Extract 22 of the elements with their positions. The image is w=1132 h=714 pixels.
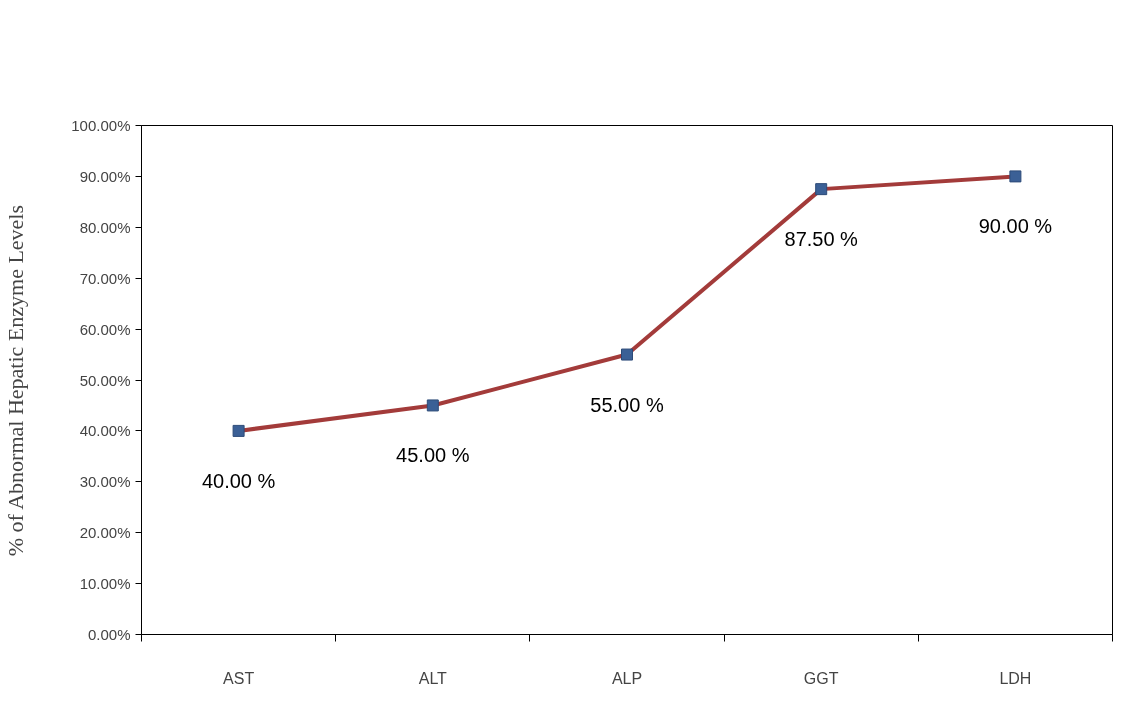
y-tick-label: 80.00%	[79, 218, 131, 236]
data-label: 87.50 %	[784, 228, 859, 251]
x-tick-label: ALP	[611, 669, 643, 687]
y-tick-label: 20.00%	[79, 524, 131, 542]
data-label: 55.00 %	[590, 393, 664, 416]
y-tick-label: 60.00%	[79, 320, 131, 338]
y-tick-label: 0.00%	[87, 626, 131, 643]
y-tick-label: 90.00%	[79, 167, 131, 185]
x-tick-label: GGT	[803, 669, 839, 687]
y-tick-label: 100.00%	[71, 117, 131, 134]
y-tick-label: 70.00%	[79, 269, 131, 287]
x-tick-label: ALT	[418, 669, 448, 687]
data-label: 90.00 %	[978, 215, 1053, 238]
x-tick-label: AST	[223, 669, 255, 687]
y-axis-title: % of Abnormal Hepatic Enzyme Levels	[3, 204, 29, 557]
x-tick-label: LDH	[999, 669, 1032, 687]
y-tick-label: 50.00%	[79, 371, 131, 389]
data-label: 40.00 %	[201, 469, 276, 492]
y-tick-label: 30.00%	[79, 473, 131, 491]
data-label: 45.00 %	[396, 444, 470, 467]
y-tick-label: 10.00%	[79, 575, 131, 593]
y-tick-label: 40.00%	[79, 422, 131, 440]
